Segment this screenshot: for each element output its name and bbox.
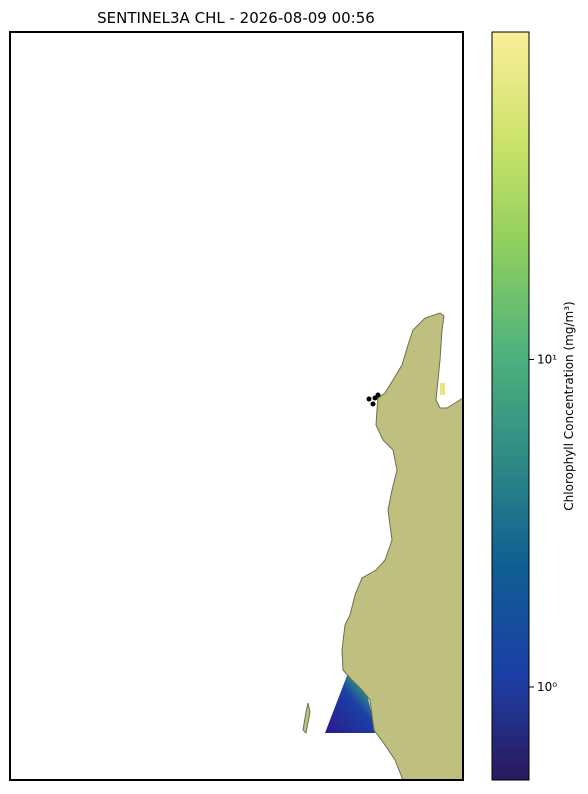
colorbar-tick-label: 10¹ bbox=[537, 352, 557, 366]
chlorophyll-swath bbox=[325, 673, 375, 733]
map bbox=[9, 31, 464, 781]
map-frame bbox=[9, 31, 464, 781]
marker bbox=[366, 396, 372, 402]
marker bbox=[370, 401, 376, 407]
map-title: SENTINEL3A CHL - 2026-08-09 00:56 bbox=[97, 9, 375, 27]
station-markers bbox=[366, 392, 381, 407]
island bbox=[302, 702, 311, 735]
marker bbox=[375, 392, 381, 398]
colorbar-label: Chlorophyll Concentration (mg/m³) bbox=[562, 301, 576, 510]
colorbar-tick-label: 10⁰ bbox=[537, 680, 557, 694]
colorbar bbox=[491, 31, 530, 781]
inlet-chlorophyll bbox=[440, 383, 445, 395]
